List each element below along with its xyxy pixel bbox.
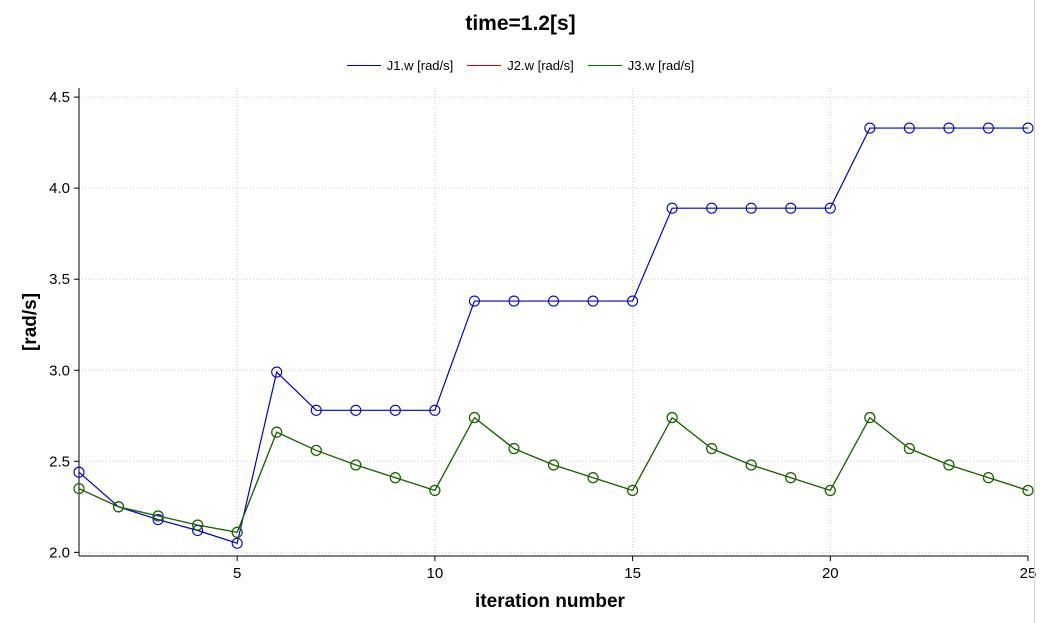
x-tick-label: 15	[624, 565, 641, 582]
series-line-3	[78, 416, 1029, 534]
y-tick-label: 2.5	[49, 453, 70, 470]
series-point-1	[982, 122, 995, 134]
series-point-1	[903, 122, 915, 134]
series-point-3	[112, 501, 125, 513]
series-point-3	[429, 484, 441, 496]
y-tick-label: 4.0	[49, 180, 70, 197]
tick-labels: 5 10 15 20 25 2.0 2.5 3.0 3.5 4.0 4.5	[49, 89, 1036, 582]
y-tick-label: 3.0	[49, 362, 70, 379]
series-point-3	[627, 484, 639, 496]
series-point-3	[547, 459, 560, 471]
series-point-1	[943, 122, 955, 134]
series-point-1	[864, 122, 876, 134]
legend-swatch-j3	[587, 65, 622, 66]
series-2	[73, 412, 1034, 538]
series-point-3	[152, 510, 164, 522]
legend-item-j1[interactable]: J1.w [rad/s]	[346, 58, 454, 73]
series-point-1	[824, 202, 836, 214]
series-point-3	[982, 472, 995, 484]
series-point-1	[706, 202, 718, 214]
series-point-3	[508, 443, 520, 455]
y-tick-label: 2.0	[49, 544, 70, 561]
series-point-3	[1022, 484, 1034, 496]
series-point-1	[666, 202, 678, 214]
series-point-1	[73, 466, 85, 478]
series-layer	[73, 122, 1034, 549]
series-point-3	[389, 472, 401, 484]
x-tick-label: 25	[1020, 565, 1037, 582]
series-point-1	[429, 404, 441, 416]
legend-label-j1: J1.w [rad/s]	[386, 58, 454, 73]
x-tick-label: 10	[427, 565, 444, 582]
legend: J1.w [rad/s] J2.w [rad/s] J3.w [rad/s]	[0, 58, 1041, 73]
x-tick-label: 20	[822, 565, 839, 582]
y-tick-label: 3.5	[49, 271, 70, 288]
legend-swatch-j2	[467, 65, 502, 66]
legend-item-j3[interactable]: J3.w [rad/s]	[587, 58, 695, 73]
y-tick-label: 4.5	[49, 89, 70, 106]
series-3	[73, 412, 1034, 538]
series-point-3	[785, 472, 797, 484]
grid	[79, 88, 1029, 556]
series-point-1	[627, 295, 639, 307]
series-point-3	[271, 426, 283, 438]
series-point-3	[231, 526, 243, 538]
series-point-1	[1022, 122, 1034, 134]
series-point-1	[745, 202, 757, 214]
series-point-1	[547, 295, 560, 307]
series-point-3	[666, 412, 678, 424]
legend-item-j2[interactable]: J2.w [rad/s]	[467, 58, 574, 73]
series-line-1	[78, 127, 1028, 545]
series-point-3	[745, 459, 757, 471]
series-point-1	[785, 202, 797, 214]
series-point-3	[943, 459, 955, 471]
chart-title: time=1.2[s]	[465, 12, 576, 35]
legend-label-j3: J3.w [rad/s]	[627, 58, 695, 73]
axes	[74, 88, 1029, 561]
series-point-1	[152, 514, 164, 526]
series-point-3	[350, 459, 362, 471]
series-point-3	[864, 412, 876, 424]
series-point-3	[706, 443, 718, 455]
series-point-1	[468, 295, 480, 307]
series-point-3	[468, 412, 480, 424]
series-point-1	[231, 537, 243, 549]
series-point-1	[271, 366, 283, 378]
y-axis-label: [rad/s]	[20, 293, 41, 351]
x-tick-label: 5	[233, 565, 241, 582]
series-point-1	[389, 404, 401, 416]
legend-swatch-j1	[346, 65, 381, 66]
legend-label-j2: J2.w [rad/s]	[507, 58, 574, 73]
series-1	[73, 122, 1034, 549]
series-point-3	[310, 444, 322, 456]
window-edge	[1034, 0, 1035, 623]
series-point-1	[310, 404, 322, 416]
series-point-1	[587, 295, 599, 307]
series-point-3	[192, 519, 204, 531]
series-point-3	[824, 484, 836, 496]
series-point-3	[73, 483, 85, 495]
series-point-1	[350, 404, 362, 416]
series-point-3	[587, 472, 599, 484]
x-axis-label: iteration number	[475, 591, 626, 612]
series-point-1	[508, 295, 520, 307]
series-point-3	[903, 443, 915, 455]
series-line-2	[78, 416, 1029, 534]
